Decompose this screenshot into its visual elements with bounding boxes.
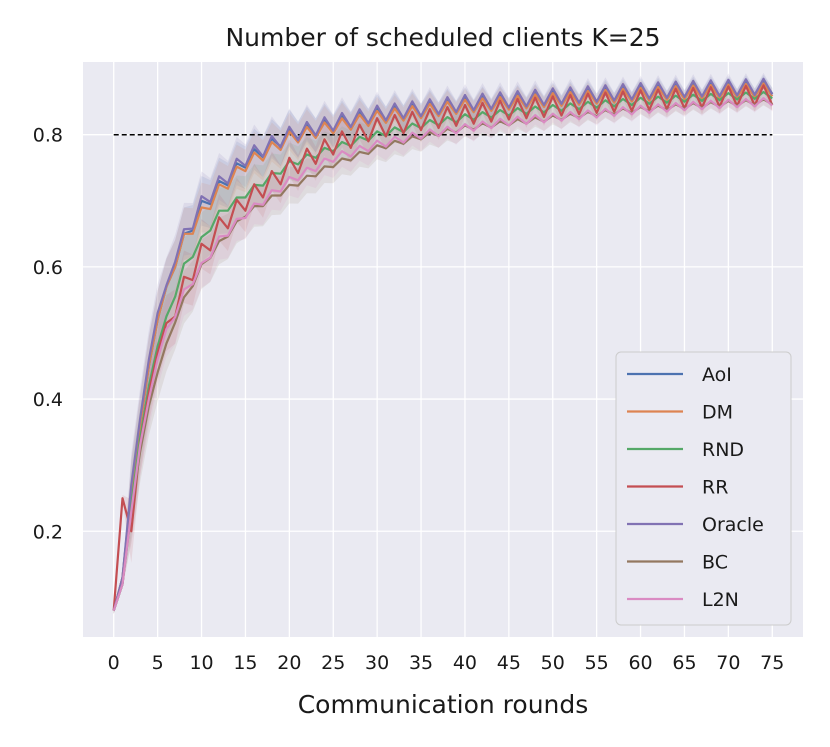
series-lines — [112, 77, 774, 611]
chart-title: Number of scheduled clients K=25 — [225, 23, 660, 52]
series-line-dm — [112, 82, 774, 611]
series-line-l2n — [112, 96, 774, 611]
x-tick-label: 25 — [321, 652, 345, 674]
x-tick-labels: 0 5 10 15 20 25 30 35 40 45 50 55 60 65 70 75 — [108, 652, 785, 674]
x-tick-label: 30 — [365, 652, 389, 674]
x-tick-label: 40 — [453, 652, 477, 674]
x-tick-label: 15 — [233, 652, 257, 674]
y-tick-label: 0.8 — [33, 125, 63, 147]
series-line-oracle — [112, 77, 774, 611]
x-tick-label: 65 — [672, 652, 696, 674]
legend-label-aoi: AoI — [702, 364, 732, 386]
legend-label-oracle: Oracle — [702, 514, 764, 536]
x-tick-label: 0 — [108, 652, 120, 674]
series-line-rr — [112, 84, 774, 611]
legend-label-rnd: RND — [702, 439, 744, 461]
x-tick-label: 45 — [497, 652, 521, 674]
x-tick-label: 75 — [760, 652, 784, 674]
x-tick-label: 20 — [277, 652, 301, 674]
x-tick-label: 5 — [152, 652, 164, 674]
x-tick-label: 70 — [716, 652, 740, 674]
legend-label-bc: BC — [702, 552, 728, 574]
x-axis-label: Communication rounds — [298, 690, 589, 719]
legend-label-dm: DM — [702, 402, 733, 424]
x-tick-label: 60 — [628, 652, 652, 674]
x-tick-label: 50 — [541, 652, 565, 674]
x-tick-label: 10 — [189, 652, 213, 674]
y-tick-label: 0.2 — [33, 521, 63, 543]
y-tick-label: 0.4 — [33, 389, 63, 411]
y-tick-label: 0.6 — [33, 257, 63, 279]
y-tick-labels: 0.2 0.4 0.6 0.8 — [33, 125, 63, 544]
legend: AoI DM RND RR Oracle BC L2N — [615, 351, 792, 626]
x-tick-label: 35 — [409, 652, 433, 674]
x-tick-label: 55 — [585, 652, 609, 674]
legend-label-l2n: L2N — [702, 589, 739, 611]
legend-box — [615, 351, 792, 626]
legend-label-rr: RR — [702, 477, 728, 499]
